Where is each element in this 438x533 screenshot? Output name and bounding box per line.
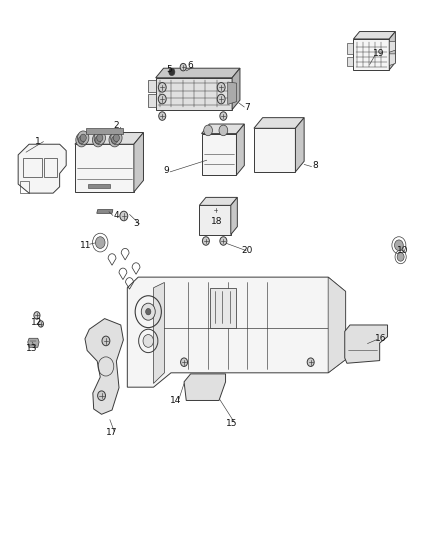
Polygon shape: [148, 94, 155, 107]
Circle shape: [109, 133, 120, 147]
Circle shape: [113, 134, 120, 142]
Circle shape: [38, 321, 43, 327]
Circle shape: [34, 312, 40, 319]
Text: 19: 19: [373, 50, 384, 58]
Polygon shape: [153, 282, 164, 383]
Text: 18: 18: [211, 217, 223, 226]
Circle shape: [180, 63, 186, 71]
Circle shape: [95, 237, 105, 248]
Circle shape: [169, 68, 175, 76]
Text: 14: 14: [170, 396, 181, 405]
Polygon shape: [347, 56, 353, 66]
Text: 9: 9: [164, 166, 170, 175]
Circle shape: [78, 136, 85, 144]
Polygon shape: [155, 68, 240, 78]
Polygon shape: [28, 338, 39, 348]
Polygon shape: [231, 197, 237, 235]
Text: 2: 2: [113, 121, 119, 130]
Polygon shape: [75, 144, 134, 192]
Polygon shape: [345, 325, 388, 364]
Circle shape: [220, 237, 227, 245]
Polygon shape: [347, 43, 353, 54]
Polygon shape: [201, 124, 244, 134]
Circle shape: [217, 94, 225, 104]
Text: 12: 12: [31, 318, 42, 327]
Text: 13: 13: [26, 344, 38, 353]
Circle shape: [80, 134, 86, 142]
Circle shape: [395, 240, 403, 251]
Circle shape: [92, 133, 104, 147]
Circle shape: [141, 303, 155, 320]
Polygon shape: [127, 277, 346, 387]
Polygon shape: [86, 128, 123, 134]
Polygon shape: [199, 197, 237, 205]
Text: 15: 15: [226, 419, 238, 428]
Polygon shape: [97, 209, 113, 213]
Polygon shape: [254, 118, 304, 128]
Circle shape: [76, 133, 87, 147]
Text: 16: 16: [375, 334, 386, 343]
Text: 1: 1: [35, 137, 41, 146]
Polygon shape: [155, 78, 232, 110]
Circle shape: [95, 136, 101, 144]
Circle shape: [94, 131, 106, 145]
Polygon shape: [85, 319, 124, 414]
Polygon shape: [295, 118, 304, 172]
Polygon shape: [228, 82, 237, 104]
Text: 17: 17: [106, 428, 118, 437]
Polygon shape: [134, 133, 144, 192]
Polygon shape: [254, 128, 295, 172]
Polygon shape: [199, 205, 231, 235]
Circle shape: [158, 83, 166, 92]
Circle shape: [146, 309, 151, 315]
Circle shape: [159, 112, 166, 120]
Text: 8: 8: [312, 161, 318, 170]
Text: 5: 5: [166, 66, 172, 74]
Text: 4: 4: [113, 212, 119, 221]
Circle shape: [220, 112, 227, 120]
Circle shape: [97, 134, 103, 142]
Circle shape: [307, 358, 314, 367]
Circle shape: [219, 125, 228, 136]
Text: 20: 20: [242, 246, 253, 255]
Circle shape: [212, 206, 219, 214]
Polygon shape: [210, 288, 237, 328]
Text: 11: 11: [80, 241, 92, 250]
Polygon shape: [353, 39, 389, 70]
Text: 10: 10: [397, 246, 408, 255]
Circle shape: [143, 335, 153, 348]
Text: 3: 3: [133, 220, 139, 229]
Circle shape: [120, 211, 128, 221]
Circle shape: [217, 83, 225, 92]
Polygon shape: [389, 54, 396, 66]
Polygon shape: [389, 31, 396, 70]
Circle shape: [112, 136, 118, 144]
Circle shape: [180, 358, 187, 367]
Circle shape: [202, 237, 209, 245]
Circle shape: [204, 125, 212, 136]
Polygon shape: [237, 124, 244, 175]
Circle shape: [158, 94, 166, 104]
Circle shape: [78, 131, 89, 145]
Polygon shape: [201, 134, 237, 175]
Polygon shape: [148, 80, 155, 92]
Polygon shape: [184, 374, 226, 400]
Polygon shape: [75, 133, 144, 144]
Polygon shape: [18, 144, 66, 193]
Text: 6: 6: [188, 61, 194, 70]
Text: 7: 7: [244, 102, 250, 111]
Circle shape: [98, 391, 106, 400]
Polygon shape: [232, 68, 240, 110]
Polygon shape: [353, 31, 396, 39]
Polygon shape: [88, 183, 110, 188]
Polygon shape: [389, 42, 396, 52]
Circle shape: [102, 336, 110, 346]
Circle shape: [111, 131, 122, 145]
Polygon shape: [328, 277, 346, 373]
Circle shape: [397, 253, 404, 261]
